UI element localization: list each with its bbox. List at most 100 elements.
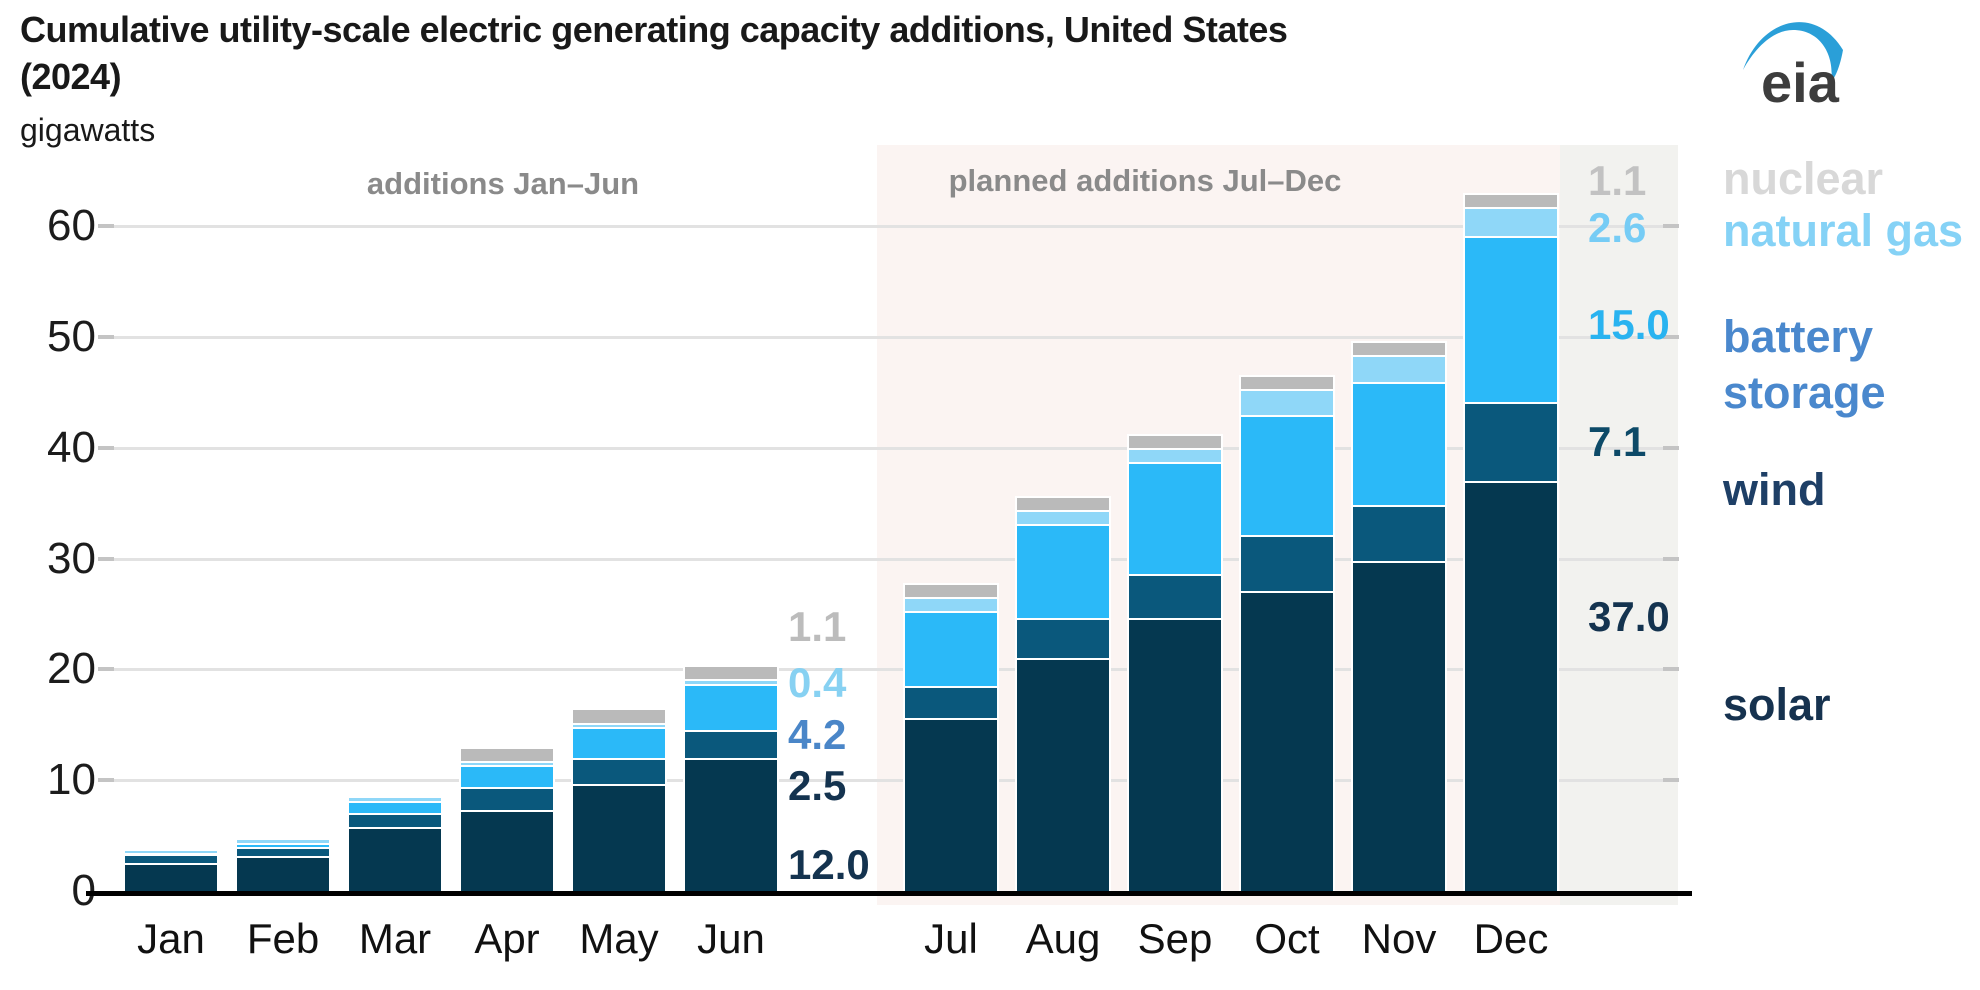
y-tick-60	[98, 224, 114, 229]
y-axis-label-60: 60	[47, 201, 96, 251]
bar-segment-solar-aug	[1017, 658, 1109, 891]
bar-segment-solar-apr	[461, 810, 553, 891]
y-axis-label-30: 30	[47, 533, 96, 583]
bar-segment-nuclear-sep	[1129, 435, 1221, 448]
bar-segment-natural-gas-mar	[349, 797, 441, 802]
bar-segment-wind-aug	[1017, 618, 1109, 659]
jun-value-label-4: 12.0	[788, 841, 870, 888]
gridline-30	[112, 557, 1677, 561]
chart-title-line2: (2024)	[20, 56, 122, 97]
bar-segment-nuclear-oct	[1241, 376, 1333, 390]
y-tick-20	[98, 667, 114, 672]
bar-segment-natural-gas-may	[573, 722, 665, 727]
section-header-actual: additions Jan–Jun	[366, 166, 640, 201]
bar-segment-wind-oct	[1241, 535, 1333, 591]
bar-segment-solar-jul	[905, 718, 997, 891]
bar-segment-wind-mar	[349, 813, 441, 827]
y-tick-30	[98, 556, 114, 561]
bar-segment-wind-dec	[1465, 402, 1557, 482]
x-axis-label-jan: Jan	[137, 915, 205, 962]
x-axis-label-aug: Aug	[1025, 915, 1101, 962]
y-tick-40	[98, 445, 114, 450]
x-axis-label-may: May	[579, 915, 659, 962]
dec-value-label-1: 2.6	[1588, 204, 1647, 251]
jun-value-label-2: 4.2	[788, 711, 847, 758]
bar-segment-solar-feb	[237, 855, 329, 891]
bar-segment-battery-storage-dec	[1465, 236, 1557, 403]
y-axis-label-0: 0	[71, 866, 96, 915]
bar-segment-natural-gas-aug	[1017, 509, 1109, 525]
bar-segment-wind-jun	[685, 730, 777, 759]
bar-segment-battery-storage-feb	[237, 843, 329, 847]
bar-segment-battery-storage-sep	[1129, 462, 1221, 575]
x-axis-label-dec: Dec	[1473, 915, 1549, 962]
eia-logo-text: eia	[1761, 51, 1840, 110]
bar-segment-battery-storage-nov	[1353, 382, 1445, 506]
bar-segment-nuclear-jun	[685, 667, 777, 680]
y-axis-label-20: 20	[47, 644, 96, 694]
bar-segment-battery-storage-aug	[1017, 524, 1109, 619]
gridline-40	[112, 446, 1677, 450]
x-axis-label-apr: Apr	[474, 915, 540, 962]
x-axis-label-jun: Jun	[697, 915, 765, 962]
y-tick-right-60	[1663, 224, 1679, 229]
jun-value-label-1: 0.4	[788, 659, 847, 706]
bar-segment-battery-storage-jul	[905, 610, 997, 687]
x-axis-label-jul: Jul	[924, 915, 978, 962]
gridline-20	[112, 668, 1677, 672]
bar-segment-wind-jan	[125, 854, 217, 864]
bar-segment-battery-storage-may	[573, 727, 665, 759]
gridline-10	[112, 779, 1677, 783]
y-axis-label-10: 10	[47, 755, 96, 805]
x-axis-label-feb: Feb	[246, 915, 320, 962]
x-axis-line	[86, 891, 1692, 896]
eia-logo: eia	[1743, 22, 1843, 110]
bar-segment-nuclear-may	[573, 710, 665, 723]
bar-segment-natural-gas-jun	[685, 679, 777, 684]
bar-segment-solar-jan	[125, 863, 217, 891]
bar-segment-natural-gas-feb	[237, 840, 329, 844]
bar-segment-battery-storage-oct	[1241, 414, 1333, 536]
legend-item-wind: wind	[1723, 464, 1826, 515]
bar-segment-battery-storage-apr	[461, 764, 553, 787]
jun-value-label-0: 1.1	[788, 603, 847, 650]
y-tick-right-50	[1663, 335, 1679, 339]
bar-segment-wind-jul	[905, 686, 997, 719]
legend-item-natural-gas: natural gas	[1723, 205, 1964, 256]
bar-segment-nuclear-aug	[1017, 497, 1109, 510]
bar-segment-wind-feb	[237, 846, 329, 856]
bar-segment-natural-gas-apr	[461, 761, 553, 765]
dec-value-label-3: 7.1	[1588, 418, 1647, 465]
bar-segment-nuclear-apr	[461, 749, 553, 762]
bar-segment-wind-apr	[461, 786, 553, 811]
gridline-50	[112, 336, 1677, 339]
dec-value-label-0: 1.1	[1588, 157, 1647, 204]
bar-segment-solar-sep	[1129, 618, 1221, 891]
y-tick-right-10	[1663, 778, 1679, 783]
bar-segment-nuclear-nov	[1353, 342, 1445, 355]
bar-segment-nuclear-dec	[1465, 195, 1557, 208]
y-axis-label-40: 40	[47, 422, 96, 472]
chart-title-line1: Cumulative utility-scale electric genera…	[20, 9, 1288, 50]
bar-segment-wind-nov	[1353, 505, 1445, 561]
dec-value-label-4: 37.0	[1588, 593, 1670, 640]
bar-segment-solar-jun	[685, 758, 777, 891]
x-axis-label-mar: Mar	[358, 915, 432, 962]
jun-value-label-3: 2.5	[788, 762, 847, 809]
dec-value-label-2: 15.0	[1588, 301, 1670, 348]
gridline-60	[112, 225, 1677, 229]
bar-segment-solar-mar	[349, 826, 441, 891]
bar-segment-wind-sep	[1129, 574, 1221, 619]
bar-segment-solar-may	[573, 783, 665, 891]
y-axis-label-50: 50	[47, 312, 96, 361]
bar-segment-nuclear-jul	[905, 585, 997, 598]
y-tick-10	[98, 778, 114, 783]
x-axis-label-sep: Sep	[1137, 915, 1213, 962]
y-tick-50	[98, 335, 114, 339]
bar-segment-natural-gas-sep	[1129, 447, 1221, 463]
legend-item-solar: solar	[1723, 679, 1831, 730]
axis-units-label: gigawatts	[20, 112, 156, 148]
eia-logo-swoosh-icon	[1743, 22, 1843, 82]
section-header-planned: planned additions Jul–Dec	[948, 163, 1342, 198]
